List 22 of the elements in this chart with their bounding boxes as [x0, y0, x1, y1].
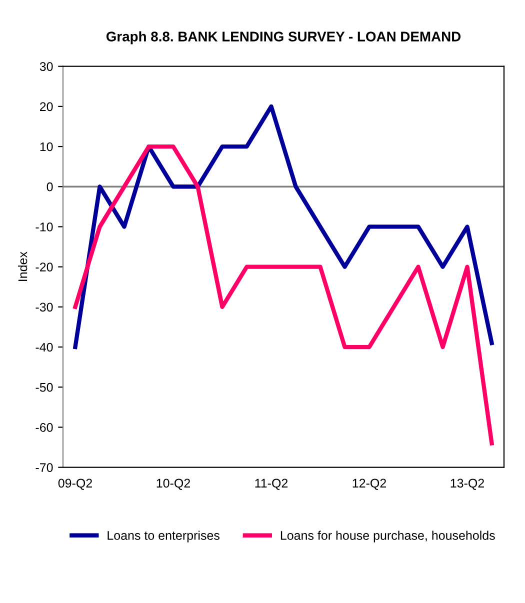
x-tick-label: 09-Q2: [58, 478, 92, 490]
x-tick-label: 10-Q2: [156, 478, 190, 490]
y-tick-label: 30: [40, 62, 53, 71]
y-tick-label: -40: [36, 342, 53, 352]
y-tick-label: -10: [36, 222, 53, 232]
y-tick-label: 10: [40, 142, 53, 152]
y-tick-label: -20: [36, 262, 53, 272]
legend-label: Loans to enterprises: [108, 530, 220, 542]
y-tick-label: -60: [36, 423, 53, 432]
chart-title: Graph 8.8. BANK LENDING SURVEY - LOAN DEMAND: [106, 31, 461, 44]
y-tick-label: -30: [36, 302, 53, 312]
y-axis-title: Index: [18, 252, 28, 281]
line-series: [73, 144, 494, 446]
legend-label: Loans for house purchase, households: [280, 530, 495, 542]
line-series: [73, 104, 494, 350]
y-tick-label: -50: [36, 382, 53, 392]
y-tick-label: 0: [46, 182, 53, 192]
y-tick-label: 20: [40, 102, 53, 112]
x-tick-label: 12-Q2: [352, 478, 386, 490]
y-tick-label: -70: [36, 463, 53, 472]
x-tick-label: 13-Q2: [450, 478, 484, 490]
x-tick-label: 11-Q2: [255, 478, 288, 490]
